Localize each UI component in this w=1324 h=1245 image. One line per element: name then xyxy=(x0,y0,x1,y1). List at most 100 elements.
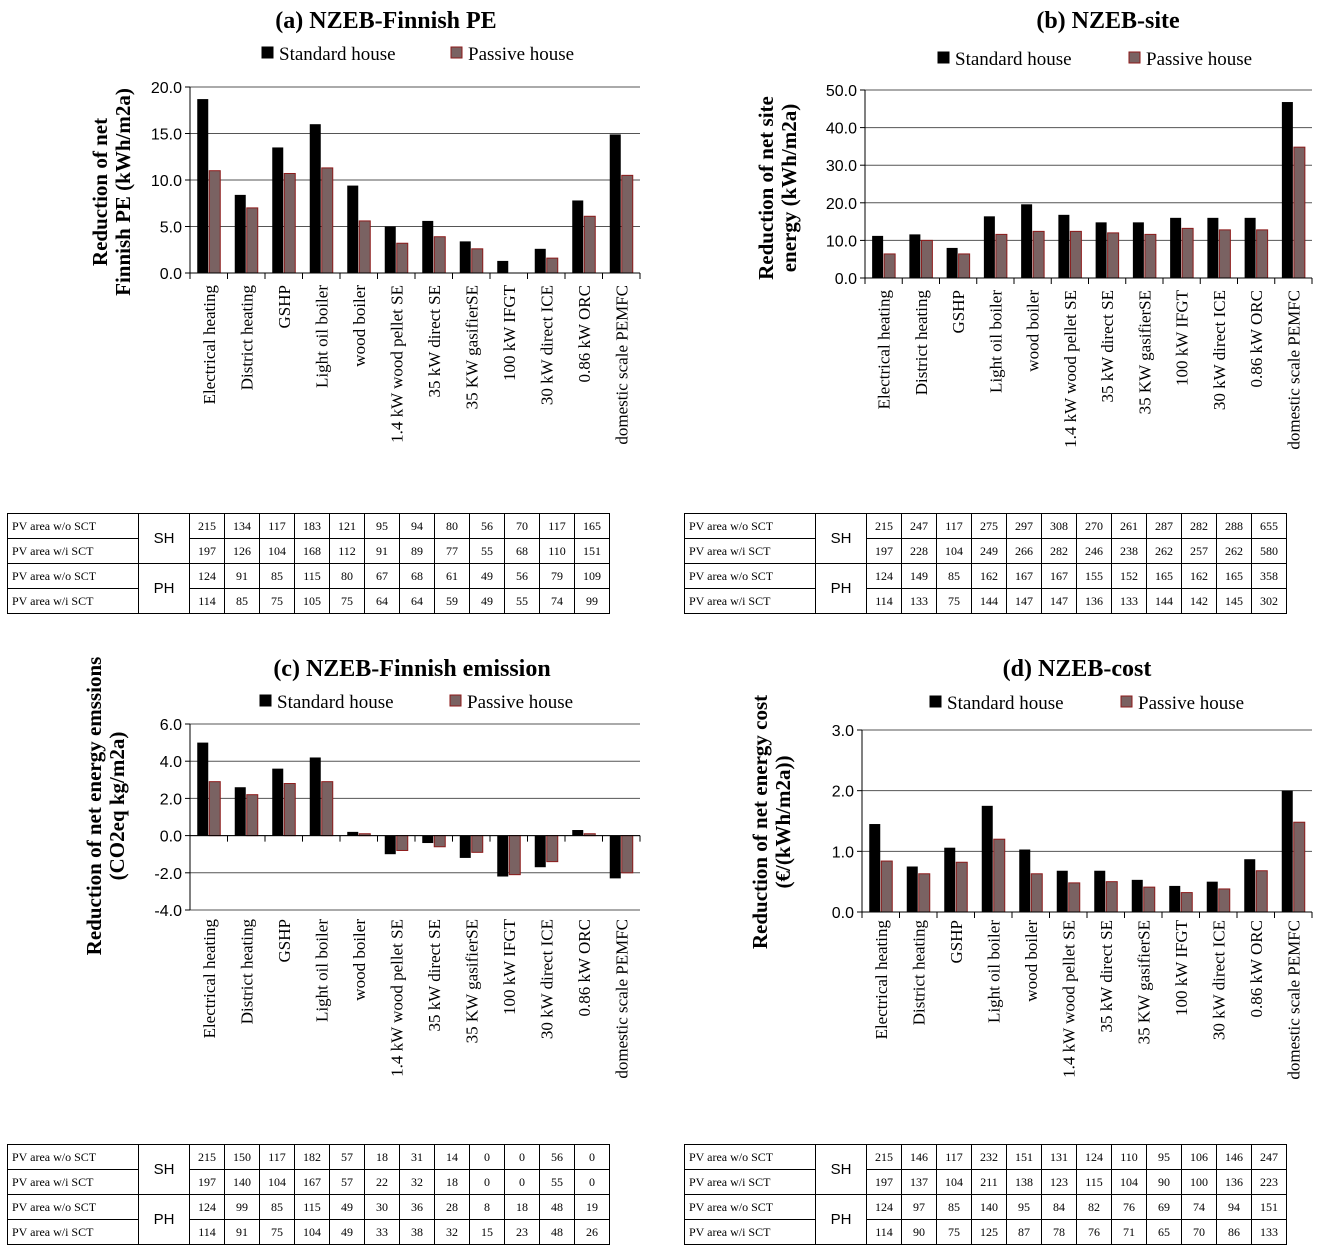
pv-area-table: PV area w/o SCT SH 215 134 117 183 121 95 94 80 56… xyxy=(7,513,610,614)
table-cell: 104 xyxy=(936,1169,972,1195)
bar-passive xyxy=(955,861,968,913)
table-cell: 85 xyxy=(259,563,295,589)
table-cell: 69 xyxy=(1146,1194,1182,1220)
y-tick-label: 1.0 xyxy=(832,844,854,861)
table-cell: 94 xyxy=(1216,1194,1252,1220)
table-cell: 215 xyxy=(866,513,902,539)
pv-area-table: PV area w/o SCT SH 215 146 117 232 151 131 124 11… xyxy=(684,1144,1287,1245)
legend-swatch-passive xyxy=(449,694,462,707)
table-cell: 23 xyxy=(504,1219,540,1245)
row-label: PV area w/i SCT xyxy=(684,588,816,614)
table-cell: 151 xyxy=(1251,1194,1287,1220)
category-label: domestic scale PEMFC xyxy=(612,919,631,1079)
table-cell: 75 xyxy=(936,588,972,614)
table-cell: 0 xyxy=(574,1144,610,1170)
category-label: wood boiler xyxy=(1024,290,1043,372)
table-cell: 49 xyxy=(469,563,505,589)
bar-passive xyxy=(396,835,409,851)
category-label: wood boiler xyxy=(350,285,369,367)
table-cell: 95 xyxy=(1146,1144,1182,1170)
table-cell: 94 xyxy=(399,513,435,539)
table-cell: 124 xyxy=(866,563,902,589)
bar-standard xyxy=(1132,222,1144,278)
bar-standard xyxy=(572,830,584,836)
category-label: District heating xyxy=(237,919,256,1025)
category-label: Electrical heating xyxy=(200,285,219,405)
bar-standard xyxy=(609,134,621,273)
bar-passive xyxy=(1293,146,1306,279)
bar-passive xyxy=(321,781,334,837)
bar-standard xyxy=(1058,214,1070,278)
bar-standard xyxy=(909,234,921,278)
table-cell: 215 xyxy=(189,513,225,539)
table-cell: 104 xyxy=(294,1219,330,1245)
table-cell: 117 xyxy=(539,513,575,539)
category-label: 1.4 kW wood pellet SE xyxy=(387,285,406,443)
table-cell: 49 xyxy=(329,1194,365,1220)
table-row: PV area w/i SCT 114 90 75 125 87 78 76 71 65 70 86 1… xyxy=(684,1219,1287,1245)
bar-passive xyxy=(958,253,971,279)
table-cell: 0 xyxy=(469,1169,505,1195)
table-cell: 215 xyxy=(189,1144,225,1170)
legend-label-standard: Standard house xyxy=(955,49,1072,70)
table-cell: 167 xyxy=(294,1169,330,1195)
table-cell: 18 xyxy=(364,1144,400,1170)
chart-title: (b) NZEB-site xyxy=(1036,8,1180,34)
legend-label-standard: Standard house xyxy=(947,693,1064,714)
table-row: PV area w/o SCT SH 215 146 117 232 151 131 124 11… xyxy=(684,1144,1287,1195)
table-cell: 114 xyxy=(189,1219,225,1245)
table-cell: 288 xyxy=(1216,513,1252,539)
bar-standard xyxy=(1207,217,1219,278)
bar-passive xyxy=(396,242,409,274)
table-row: PV area w/i SCT 197 137 104 211 138 123 115 104 9… xyxy=(684,1169,1287,1195)
bar-passive xyxy=(546,257,559,274)
y-tick-label: 10.0 xyxy=(826,233,857,250)
table-cell: 138 xyxy=(1006,1169,1042,1195)
bar-standard xyxy=(234,194,246,273)
table-cell: 85 xyxy=(224,588,260,614)
legend-label-passive: Passive house xyxy=(1138,693,1244,714)
table-cell: 124 xyxy=(189,1194,225,1220)
table-cell: 151 xyxy=(1006,1144,1042,1170)
y-tick-label: 50.0 xyxy=(826,83,857,100)
y-tick-label: 20.0 xyxy=(826,196,857,213)
y-tick-label: 30.0 xyxy=(826,158,857,175)
table-cell: 197 xyxy=(866,1169,902,1195)
table-cell: 215 xyxy=(866,1144,902,1170)
table-cell: 232 xyxy=(971,1144,1007,1170)
bar-standard xyxy=(1056,870,1068,912)
table-cell: 36 xyxy=(399,1194,435,1220)
category-label: 35 kW direct SE xyxy=(1097,920,1116,1033)
legend-label-passive: Passive house xyxy=(1146,49,1252,70)
table-cell: 168 xyxy=(294,538,330,564)
bar-passive xyxy=(1180,892,1193,913)
category-label: 0.86 kW ORC xyxy=(575,919,594,1016)
row-label: PV area w/o SCT xyxy=(7,563,139,589)
category-label: District heating xyxy=(237,285,256,391)
table-cell: 114 xyxy=(189,588,225,614)
table-cell: 261 xyxy=(1111,513,1147,539)
table-cell: 82 xyxy=(1076,1194,1112,1220)
table-row: PV area w/o SCT PH 124 91 85 115 80 67 68 61 49 56 7… xyxy=(7,563,610,614)
table-cell: 55 xyxy=(469,538,505,564)
table-cell: 211 xyxy=(971,1169,1007,1195)
bar-passive xyxy=(1032,230,1045,279)
table-cell: 26 xyxy=(574,1219,610,1245)
bar-standard xyxy=(347,831,359,836)
legend-label-standard: Standard house xyxy=(279,44,396,65)
table-cell: 91 xyxy=(224,1219,260,1245)
group-label: PH xyxy=(138,563,190,614)
y-tick-label: 2.0 xyxy=(832,784,854,801)
table-row: PV area w/o SCT SH 215 150 117 182 57 18 31 14 0 0 5… xyxy=(7,1144,610,1195)
bar-passive xyxy=(1030,873,1043,913)
table-cell: 68 xyxy=(504,538,540,564)
chart-panel-c: (c) NZEB-Finnish emission Standard house P… xyxy=(0,622,662,1245)
bar-standard xyxy=(1019,849,1031,912)
table-cell: 87 xyxy=(1006,1219,1042,1245)
table-cell: 125 xyxy=(971,1219,1007,1245)
category-label: GSHP xyxy=(275,285,294,328)
bar-passive xyxy=(1255,870,1268,913)
table-cell: 114 xyxy=(866,1219,902,1245)
bar-standard xyxy=(983,216,995,278)
table-cell: 32 xyxy=(434,1219,470,1245)
